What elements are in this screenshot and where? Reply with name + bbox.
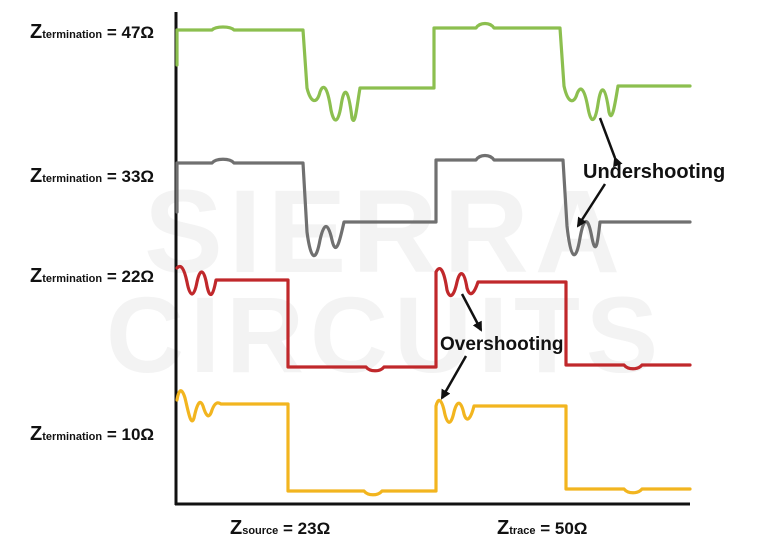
- label-zsource: Zsource = 23Ω: [230, 517, 330, 539]
- waveform-22-ohm: [175, 264, 692, 373]
- watermark-line1: SIERRA: [144, 166, 626, 298]
- waveform-33-ohm: [175, 153, 692, 258]
- undershooting-label: Undershooting: [583, 161, 725, 183]
- label-ztrace: Ztrace = 50Ω: [497, 517, 587, 539]
- undershoot-arrow-up: [598, 117, 623, 168]
- label-z47: Ztermination = 47Ω: [30, 21, 154, 43]
- label-z10: Ztermination = 10Ω: [30, 423, 154, 445]
- overshoot-arrow-down: [440, 355, 468, 400]
- waveform-47-ohm: [175, 21, 692, 122]
- label-z33: Ztermination = 33Ω: [30, 165, 154, 187]
- overshoot-arrow-up: [460, 293, 483, 332]
- overshooting-label: Overshooting: [440, 334, 564, 355]
- label-z22: Ztermination = 22Ω: [30, 265, 154, 287]
- waveform-10-ohm: [175, 389, 692, 497]
- undershoot-arrow-down: [576, 183, 607, 228]
